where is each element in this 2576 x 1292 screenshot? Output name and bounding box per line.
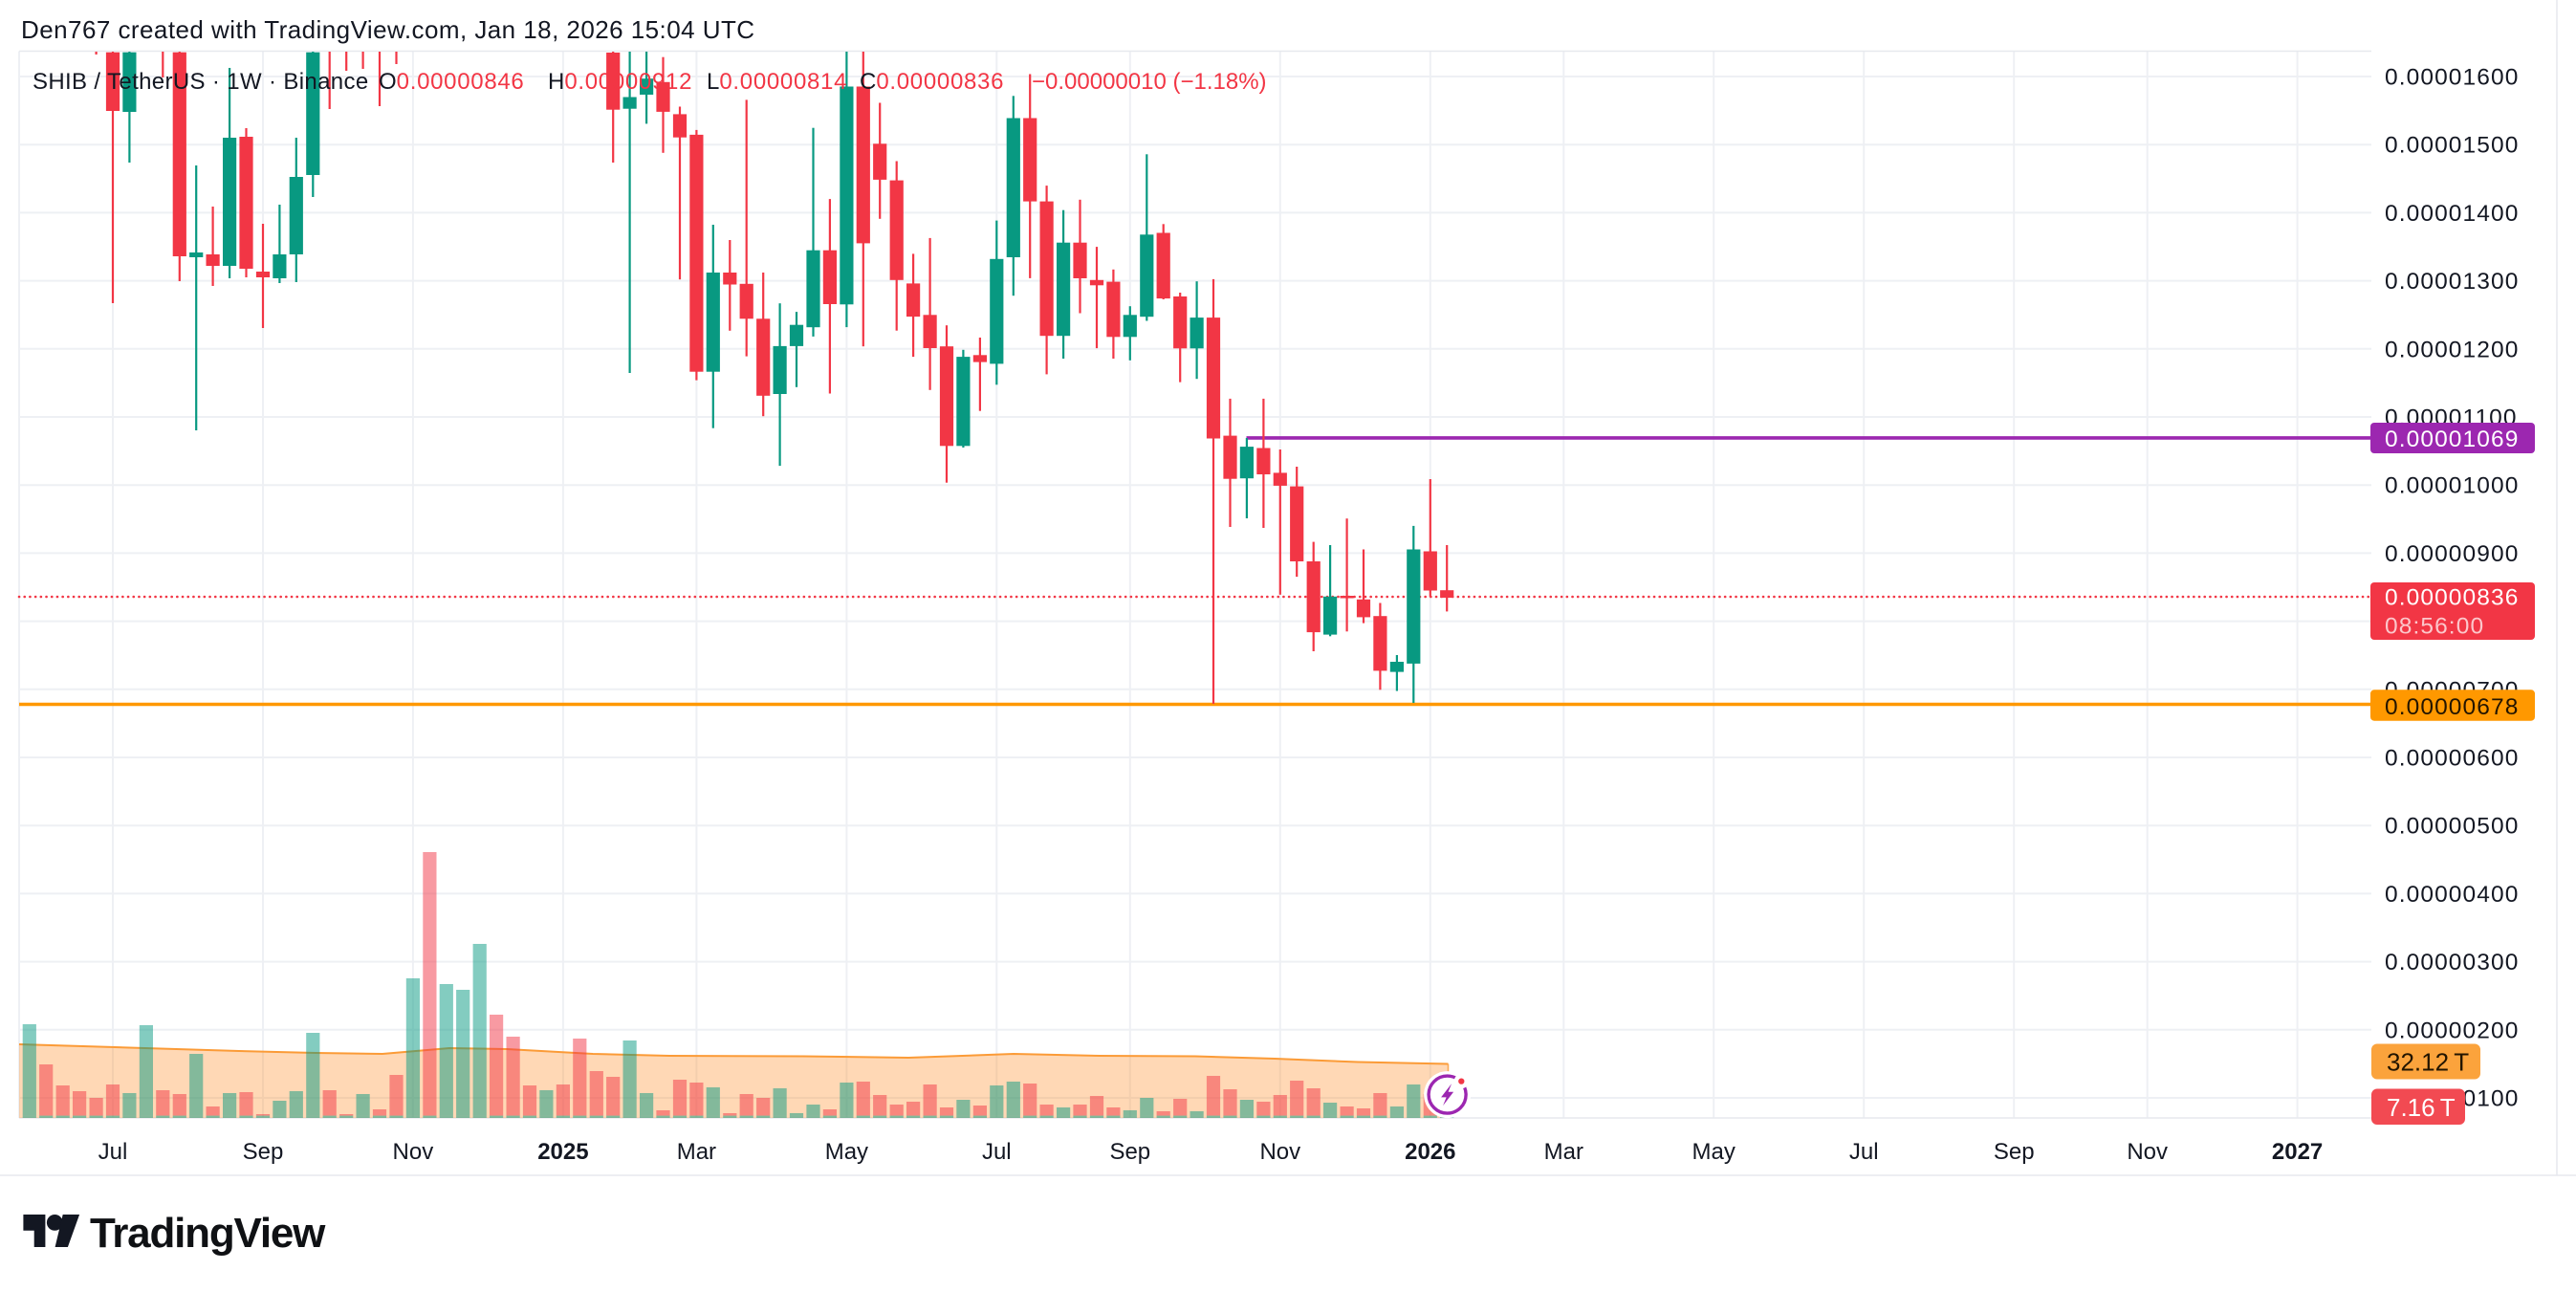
svg-text:May: May: [825, 1139, 868, 1165]
svg-text:0.00001500: 0.00001500: [2385, 133, 2519, 159]
svg-text:−0.00000010 (−1.18%): −0.00000010 (−1.18%): [1032, 69, 1267, 95]
svg-text:0.00001300: 0.00001300: [2385, 269, 2519, 295]
svg-text:0.00000900: 0.00000900: [2385, 541, 2519, 567]
svg-text:Sep: Sep: [1994, 1139, 2035, 1165]
svg-text:08:56:00: 08:56:00: [2385, 614, 2484, 640]
svg-text:Mar: Mar: [1544, 1139, 1583, 1165]
svg-text:Nov: Nov: [1259, 1139, 1300, 1165]
svg-text:7.16 T: 7.16 T: [2387, 1093, 2456, 1122]
svg-text:L0.00000814: L0.00000814: [707, 69, 847, 95]
svg-text:SHIB / TetherUS · 1W · Binance: SHIB / TetherUS · 1W · Binance: [33, 69, 369, 95]
svg-text:2027: 2027: [2272, 1139, 2323, 1165]
svg-text:0.00001069: 0.00001069: [2385, 427, 2519, 452]
svg-text:May: May: [1692, 1139, 1736, 1165]
svg-text:O0.00000846: O0.00000846: [379, 69, 524, 95]
svg-text:Den767 created with TradingVie: Den767 created with TradingView.com, Jan…: [21, 15, 755, 44]
svg-text:Jul: Jul: [98, 1139, 128, 1165]
svg-text:Nov: Nov: [2127, 1139, 2168, 1165]
svg-text:0.00001400: 0.00001400: [2385, 201, 2519, 227]
svg-text:0.00000836: 0.00000836: [2385, 585, 2519, 611]
svg-text:H0.00000912: H0.00000912: [548, 69, 692, 95]
svg-text:0.00001000: 0.00001000: [2385, 473, 2519, 499]
svg-text:0.00000500: 0.00000500: [2385, 814, 2519, 840]
svg-text:2026: 2026: [1405, 1139, 1455, 1165]
svg-text:Sep: Sep: [243, 1139, 284, 1165]
svg-text:0.00000400: 0.00000400: [2385, 882, 2519, 908]
svg-text:Jul: Jul: [1849, 1139, 1879, 1165]
svg-text:Nov: Nov: [393, 1139, 434, 1165]
svg-text:Jul: Jul: [982, 1139, 1012, 1165]
svg-text:Mar: Mar: [677, 1139, 716, 1165]
svg-text:0.00001200: 0.00001200: [2385, 337, 2519, 362]
svg-text:2025: 2025: [537, 1139, 588, 1165]
svg-text:0.00000678: 0.00000678: [2385, 694, 2519, 720]
svg-text:TradingView: TradingView: [90, 1210, 326, 1257]
svg-text:C0.00000836: C0.00000836: [860, 69, 1004, 95]
svg-text:32.12 T: 32.12 T: [2387, 1048, 2469, 1077]
svg-text:Sep: Sep: [1109, 1139, 1150, 1165]
svg-text:0.00000200: 0.00000200: [2385, 1018, 2519, 1043]
svg-text:0.00000300: 0.00000300: [2385, 950, 2519, 975]
svg-text:0.00000600: 0.00000600: [2385, 746, 2519, 772]
svg-text:0.00001600: 0.00001600: [2385, 65, 2519, 91]
